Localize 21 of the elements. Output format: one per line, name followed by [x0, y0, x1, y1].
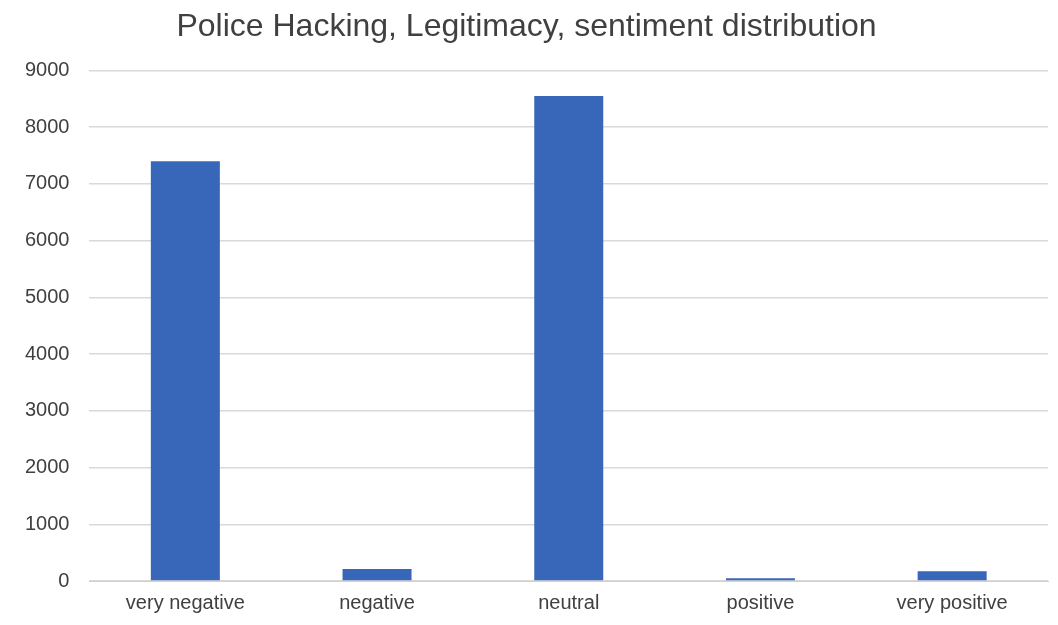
y-tick-label: 1000 [24, 511, 70, 534]
x-tick-label: negative [339, 590, 415, 613]
x-tick-label: very positive [896, 590, 1008, 613]
y-tick-label: 4000 [24, 341, 70, 364]
bar [150, 161, 220, 581]
y-tick-label: 9000 [24, 57, 70, 80]
chart-title: Police Hacking, Legitimacy, sentiment distribution [176, 7, 877, 44]
y-tick-label: 0 [58, 568, 70, 591]
y-tick-label: 7000 [24, 171, 70, 194]
y-tick-label: 2000 [24, 455, 70, 478]
x-tick-label: neutral [538, 590, 600, 613]
bar [342, 569, 412, 581]
x-tick-label: positive [726, 590, 795, 613]
y-tick-label: 5000 [24, 284, 70, 307]
y-tick-label: 6000 [24, 228, 70, 251]
bar [725, 578, 795, 581]
y-tick-label: 8000 [24, 114, 70, 137]
y-tick-label: 3000 [24, 398, 70, 421]
bar [534, 95, 604, 581]
x-tick-label: very negative [125, 590, 245, 613]
bar [917, 571, 987, 581]
